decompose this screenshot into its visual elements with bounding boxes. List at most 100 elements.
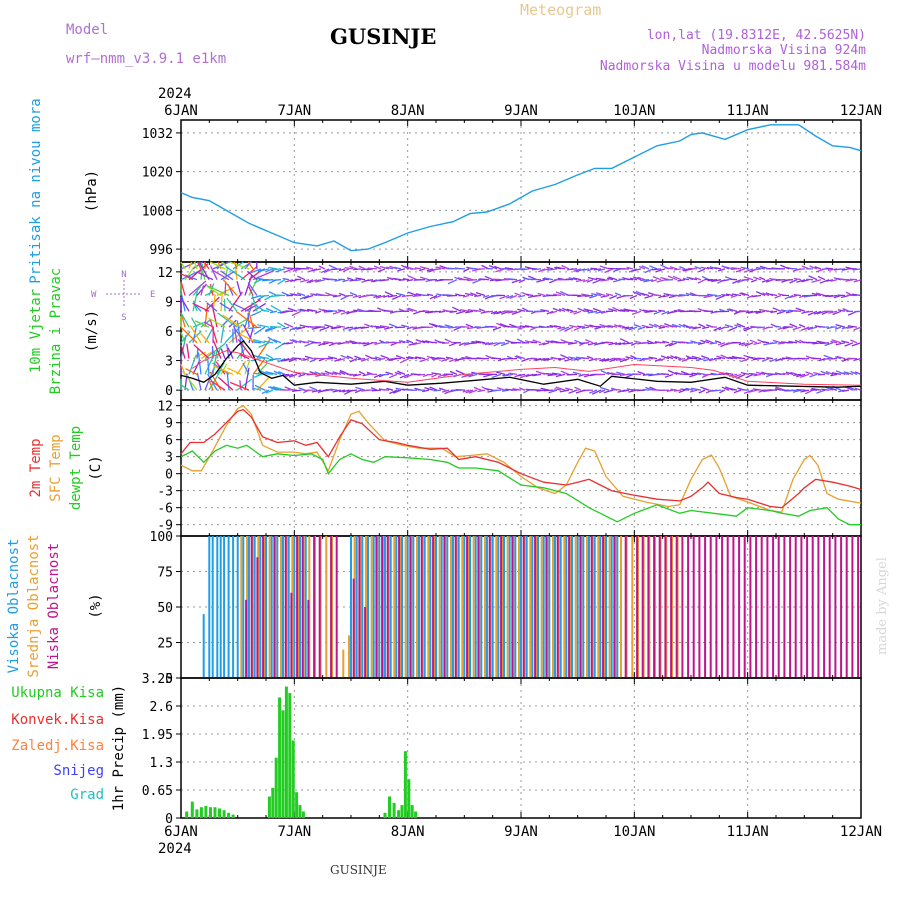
- wind-arrow: [542, 278, 550, 281]
- wind-arrow: [492, 389, 502, 392]
- wind-arrow: [474, 294, 482, 298]
- wind-arrow: [430, 341, 438, 344]
- wind-arrow: [781, 357, 790, 360]
- wind-arrow: [632, 291, 642, 297]
- wind-arrow: [227, 367, 242, 375]
- wind-arrow: [661, 373, 670, 376]
- wind-arrow: [638, 265, 646, 270]
- wind-arrow: [291, 338, 302, 344]
- wind-arrow: [689, 373, 698, 378]
- temp-side-label-sfc: SFC Temp: [48, 434, 64, 501]
- wind-arrow: [756, 326, 766, 329]
- precip-bar: [274, 757, 278, 818]
- wind-arrow: [681, 357, 690, 363]
- wind-arrow: [415, 338, 426, 344]
- wind-arrow: [697, 279, 706, 284]
- wind-arrow: [794, 339, 802, 344]
- wind-arrow: [242, 362, 250, 375]
- wind-arrow: [309, 386, 318, 391]
- wind-arrow: [618, 342, 626, 346]
- wind-arrow: [694, 265, 702, 270]
- wind-arrow: [180, 332, 186, 344]
- wind-arrow: [206, 284, 230, 297]
- wind-arrow: [830, 340, 838, 344]
- wind-arrow: [315, 310, 322, 314]
- wind-arrow: [463, 268, 470, 272]
- wind-arrow: [701, 326, 710, 330]
- wind-arrow: [180, 297, 190, 312]
- model-label: Model: [66, 22, 108, 38]
- wind-arrow: [752, 294, 762, 298]
- wind-arrow: [271, 268, 282, 271]
- wind-arrow: [314, 279, 322, 282]
- wind-arrow: [270, 305, 282, 312]
- wind-arrow: [355, 386, 366, 391]
- wind-arrow: [203, 261, 210, 270]
- wind-arrow: [229, 261, 250, 270]
- wind-arrow: [532, 339, 542, 344]
- wind-arrow: [185, 368, 198, 375]
- wind-arrow: [469, 292, 478, 297]
- wind-arrow: [600, 369, 610, 375]
- wind-arrow: [299, 308, 310, 312]
- wind-arrow: [253, 338, 266, 344]
- wind-arrow: [204, 342, 226, 360]
- wind-arrow: [554, 388, 562, 391]
- wind-arrow: [754, 268, 762, 271]
- wind-arrow: [236, 281, 242, 296]
- x-axis-label-bottom: 10JAN: [613, 824, 655, 840]
- wind-arrow: [347, 277, 354, 281]
- wind-arrow: [715, 294, 726, 300]
- wind-arrow: [373, 294, 382, 299]
- wind-arrow: [180, 384, 190, 391]
- wind-arrow: [831, 339, 842, 344]
- wind-arrow: [523, 389, 530, 394]
- x-axis-label-bottom: 7JAN: [277, 824, 311, 840]
- wind-arrow: [180, 261, 186, 270]
- wind-arrow: [755, 266, 766, 270]
- wind-arrow: [312, 293, 322, 297]
- wind-arrow: [611, 388, 622, 391]
- wind-arrow: [180, 312, 190, 328]
- precip-bar: [195, 809, 199, 818]
- y-tick-label: 1032: [142, 127, 173, 142]
- wind-arrow: [543, 277, 554, 281]
- wind-arrow: [281, 326, 290, 330]
- wind-arrow: [189, 325, 202, 344]
- wind-arrow: [793, 293, 802, 297]
- lonlat-label: lon,lat (19.8312E, 42.5625N): [647, 28, 866, 43]
- wind-arrow: [328, 264, 338, 270]
- watermark: made by Angel: [875, 557, 890, 655]
- wind-arrow: [830, 279, 838, 282]
- wind-arrow: [505, 339, 514, 344]
- wind-arrow: [462, 389, 470, 393]
- wind-arrow: [618, 324, 626, 328]
- wind-arrow: [649, 265, 658, 270]
- wind-arrow: [444, 389, 454, 395]
- wind-arrow: [793, 310, 802, 312]
- wind-arrow: [193, 344, 210, 360]
- wind-arrow: [543, 357, 554, 362]
- wind-arrow: [648, 323, 658, 328]
- wind-arrow: [275, 268, 286, 273]
- wind-arrow: [345, 340, 354, 344]
- wind-arrow: [353, 268, 362, 271]
- wind-arrow: [468, 342, 478, 345]
- wind-arrow: [421, 340, 430, 344]
- wind-arrow: [533, 357, 542, 361]
- y-tick-label: 100: [150, 530, 173, 545]
- wind-arrow: [795, 307, 806, 312]
- wind-arrow: [420, 266, 430, 270]
- precip-legend-1: Konvek.Kisa: [11, 712, 104, 728]
- wind-arrow: [248, 270, 262, 281]
- wind-arrow: [756, 291, 766, 297]
- wind-arrow: [735, 268, 746, 273]
- wind-arrow: [277, 279, 286, 285]
- wind-arrow: [207, 358, 210, 375]
- wind-arrow: [342, 389, 350, 393]
- wind-arrow: [384, 291, 394, 297]
- wind-arrow: [546, 266, 554, 270]
- wind-arrow: [711, 389, 722, 392]
- wind-arrow: [792, 326, 802, 331]
- footer-station: GUSINJE: [330, 863, 387, 877]
